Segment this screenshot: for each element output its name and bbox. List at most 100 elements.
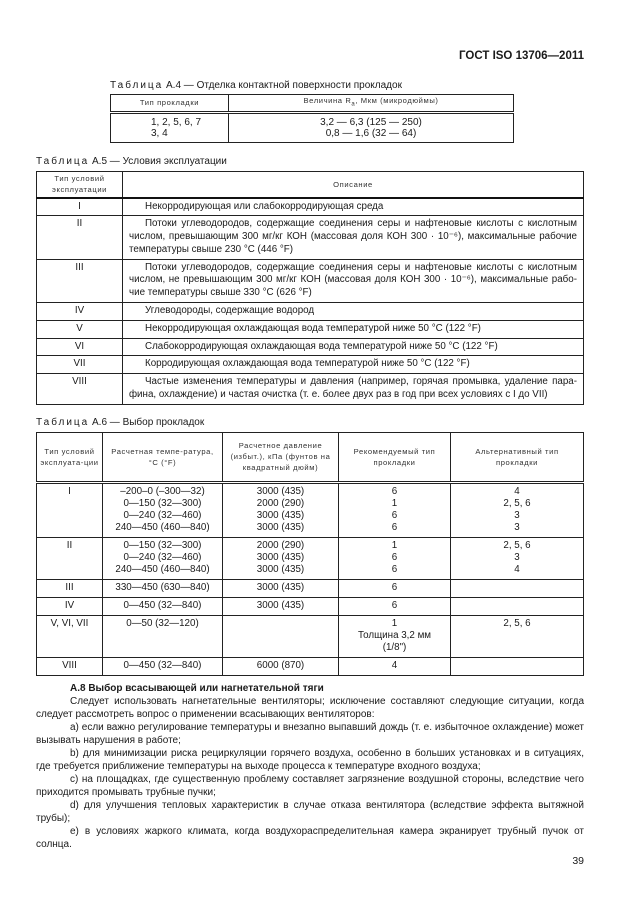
recommended-value: 4	[391, 659, 398, 671]
column-header: Описание	[122, 171, 584, 199]
temp-value: 0—150 (32—300)	[123, 539, 202, 551]
column-header: Тип прокладки	[110, 94, 229, 114]
alternative-value: 2, 5, 6	[503, 497, 531, 509]
table-row: IV Углеводороды, содержащие водород	[36, 302, 584, 321]
recommended-value: 1	[391, 617, 398, 629]
temp-cell: 0—450 (32—840)	[102, 596, 223, 616]
temp-value: 240—450 (460—840)	[115, 521, 210, 533]
condition-type: III	[36, 578, 103, 598]
recommended-cell: 6	[338, 596, 451, 616]
condition-type: V	[36, 319, 123, 339]
condition-type: VIII	[36, 373, 123, 405]
table-a4: Тип прокладки Величина Ra, Мкм (микродюйм…	[110, 94, 514, 143]
alternative-cell	[450, 578, 584, 598]
table-row: VI Слабокорродирующая охлаждающая вода те…	[36, 337, 584, 357]
alternative-value: 2, 5, 6	[503, 617, 531, 629]
pressure-value: 2000 (290)	[256, 497, 305, 509]
temp-cell: 0—50 (32—120)	[102, 614, 223, 658]
condition-description: Потоки углеводородов, содержащие соедине…	[122, 258, 584, 304]
pressure-value: 3000 (435)	[256, 521, 305, 533]
roughness-value: 0,8 — 1,6 (32 — 64)	[325, 127, 417, 139]
condition-description: Потоки углеводородов, содержащие соедине…	[122, 215, 584, 260]
condition-type: I	[36, 196, 123, 217]
pressure-value: 3000 (435)	[256, 551, 305, 563]
table-row: 1, 2, 5, 6, 7 3, 4 3,2 — 6,3 (125 — 250) 0…	[110, 112, 514, 143]
temp-value: –200–0 (–300—32)	[120, 485, 205, 497]
table-row: II 0—150 (32—300) 0—240 (32—460) 240—450 (4…	[36, 536, 584, 580]
alternative-value: 3	[514, 551, 520, 563]
table-a6: Тип условий эксплуата-ции Расчетная темп…	[36, 431, 584, 676]
temp-value: 0—450 (32—840)	[123, 599, 202, 611]
alternative-value: 3	[514, 521, 520, 533]
condition-type: VIII	[36, 656, 103, 676]
alternative-cell: 2, 5, 6	[450, 614, 584, 658]
condition-type: I	[36, 481, 103, 538]
pressure-cell: 6000 (870)	[222, 656, 339, 676]
condition-description: Корродирующая охлаждающая вода температу…	[122, 355, 584, 375]
temp-cell: 330—450 (630—840)	[102, 578, 223, 598]
table-a4-caption: Таблица А.4 — Отделка контактной поверхн…	[110, 80, 402, 91]
recommended-value: 6	[391, 551, 398, 563]
alternative-value: 4	[514, 485, 520, 497]
gasket-type-cell: 1, 2, 5, 6, 7 3, 4	[110, 112, 229, 143]
column-header: Величина Ra, Мкм (микродюймы)	[228, 94, 514, 114]
temp-value: 0—450 (32—840)	[123, 659, 202, 671]
paragraph: b) для минимизации риска рециркуляции го…	[36, 747, 584, 772]
table-row: V Некорродирующая охлаждающая вода темпер…	[36, 319, 584, 339]
roughness-value: 3,2 — 6,3 (125 — 250)	[320, 116, 422, 128]
recommended-value: 1	[391, 539, 398, 551]
pressure-cell: 2000 (290) 3000 (435) 3000 (435)	[222, 536, 339, 580]
page-number: 39	[572, 854, 584, 867]
gasket-type: 3, 4	[151, 127, 168, 139]
pressure-value: 3000 (435)	[256, 563, 305, 575]
pressure-cell	[222, 614, 339, 658]
column-header: Рекомендуемый тип прокладки	[338, 431, 451, 484]
table-row: III 330—450 (630—840) 3000 (435) 6	[36, 578, 584, 598]
condition-description: Некорродирующая или слабокорродирующая с…	[122, 196, 584, 217]
temp-value: 0—240 (32—460)	[123, 509, 202, 521]
paragraph: Следует использовать нагнетательные вент…	[36, 695, 584, 720]
table-row: VIII Частые изменения температуры и давле…	[36, 373, 584, 405]
column-header: Тип условий эксплуатации	[36, 171, 123, 199]
pressure-value: 3000 (435)	[256, 581, 305, 593]
condition-type: III	[36, 258, 123, 304]
recommended-value: (1/8")	[382, 641, 407, 653]
column-header: Расчетная темпе-ратура, °С (°F)	[102, 431, 223, 484]
table-row: V, VI, VII 0—50 (32—120) 1 Толщина 3,2 мм (1…	[36, 614, 584, 658]
temp-value: 240—450 (460—840)	[115, 563, 210, 575]
paragraph: e) в условиях жаркого климата, когда воз…	[36, 825, 584, 850]
paragraph: c) на площадках, где существенную пробле…	[36, 773, 584, 798]
condition-description: Некорродирующая охлаждающая вода темпера…	[122, 319, 584, 339]
temp-cell: –200–0 (–300—32) 0—150 (32—300) 0—240 (32—…	[102, 481, 223, 538]
table-row: III Потоки углеводородов, содержащие соед…	[36, 258, 584, 304]
condition-description: Углеводороды, содержащие водород	[122, 302, 584, 321]
recommended-value: Толщина 3,2 мм	[357, 629, 432, 641]
table-a6-caption: Таблица А.6 — Выбор прокладок	[36, 416, 205, 428]
gasket-type: 1, 2, 5, 6, 7	[151, 116, 202, 128]
recommended-value: 6	[391, 485, 398, 497]
pressure-value: 3000 (435)	[256, 485, 305, 497]
alternative-value: 2, 5, 6	[503, 539, 531, 551]
alternative-value: 3	[514, 509, 520, 521]
recommended-cell: 4	[338, 656, 451, 676]
recommended-value: 6	[391, 581, 398, 593]
pressure-value: 3000 (435)	[256, 509, 305, 521]
temp-cell: 0—450 (32—840)	[102, 656, 223, 676]
column-header: Альтернативный тип прокладки	[450, 431, 584, 484]
main-flow: Таблица А.5 — Условия эксплуатации Тип у…	[36, 156, 584, 868]
table-a5: Тип условий эксплуатации Описание I Некорр…	[36, 171, 584, 405]
pressure-value: 2000 (290)	[256, 539, 305, 551]
paragraph: d) для улучшения тепловых характеристик …	[36, 799, 584, 824]
table-a5-caption: Таблица А.5 — Условия эксплуатации	[36, 156, 227, 167]
temp-value: 0—150 (32—300)	[123, 497, 202, 509]
condition-description: Частые изменения температуры и давления …	[122, 373, 584, 405]
temp-value: 0—50 (32—120)	[126, 617, 199, 629]
temp-cell: 0—150 (32—300) 0—240 (32—460) 240—450 (460…	[102, 536, 223, 580]
condition-type: V, VI, VII	[36, 614, 103, 658]
table-row: VIII 0—450 (32—840) 6000 (870) 4	[36, 656, 584, 676]
condition-type: II	[36, 215, 123, 260]
